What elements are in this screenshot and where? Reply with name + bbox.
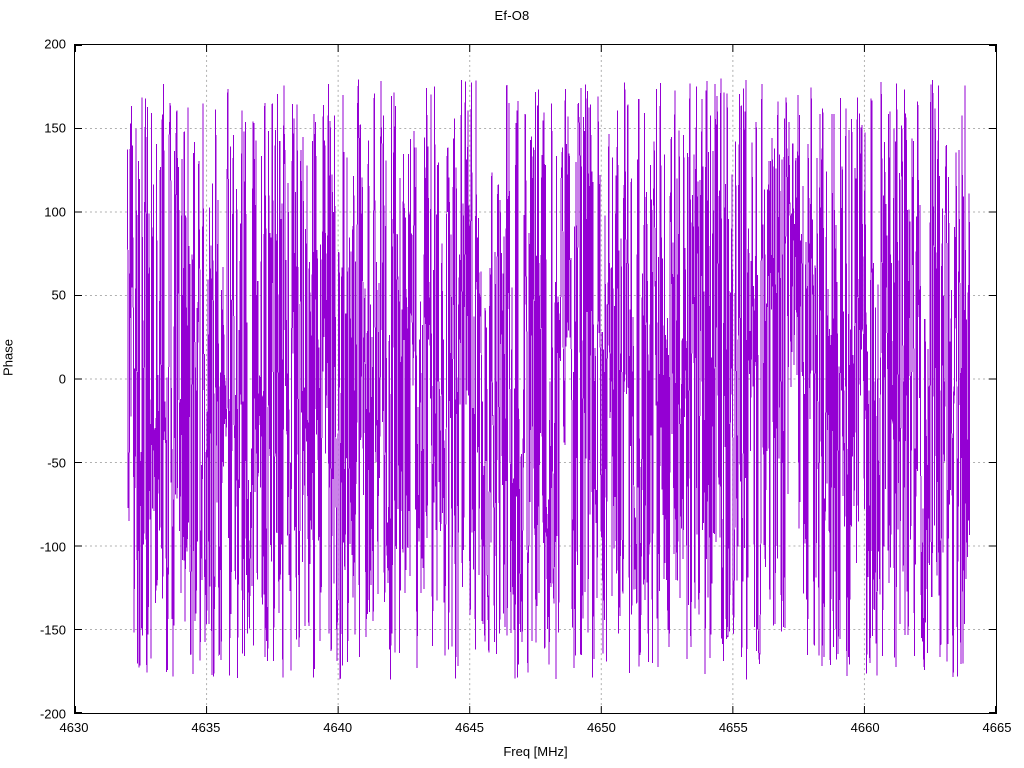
plot-area <box>74 44 997 714</box>
y-tick-label: 100 <box>44 204 66 219</box>
tick-marks <box>75 45 996 713</box>
x-tick-label: 4650 <box>586 720 616 735</box>
x-tick-label: 4665 <box>982 720 1012 735</box>
x-tick-label: 4630 <box>59 720 89 735</box>
x-tick-label: 4635 <box>191 720 221 735</box>
y-axis-tick-labels: -200 -150 -100 -50 0 50 100 150 200 <box>0 37 66 722</box>
chart-title: Ef-O8 <box>494 8 530 23</box>
x-tick-label: 4640 <box>323 720 353 735</box>
x-axis-title: Freq [MHz] <box>503 744 568 759</box>
y-tick-label: 200 <box>44 36 66 52</box>
y-tick-label: -200 <box>39 706 66 722</box>
y-tick-label: -100 <box>39 539 66 554</box>
y-tick-label: 150 <box>44 120 66 136</box>
x-tick-label: 4660 <box>850 720 880 735</box>
y-tick-label: -50 <box>47 455 66 471</box>
y-axis-title: Phase <box>0 339 16 376</box>
phase-series-line <box>127 78 971 680</box>
y-tick-label: -150 <box>39 622 66 638</box>
y-tick-label: 50 <box>51 287 66 303</box>
y-tick-label: 0 <box>58 371 66 387</box>
x-axis-tick-labels: 4630 4635 4640 4645 4650 4655 4660 4665 <box>60 720 1012 740</box>
x-tick-label: 4645 <box>455 720 485 735</box>
x-tick-label: 4655 <box>718 720 748 735</box>
